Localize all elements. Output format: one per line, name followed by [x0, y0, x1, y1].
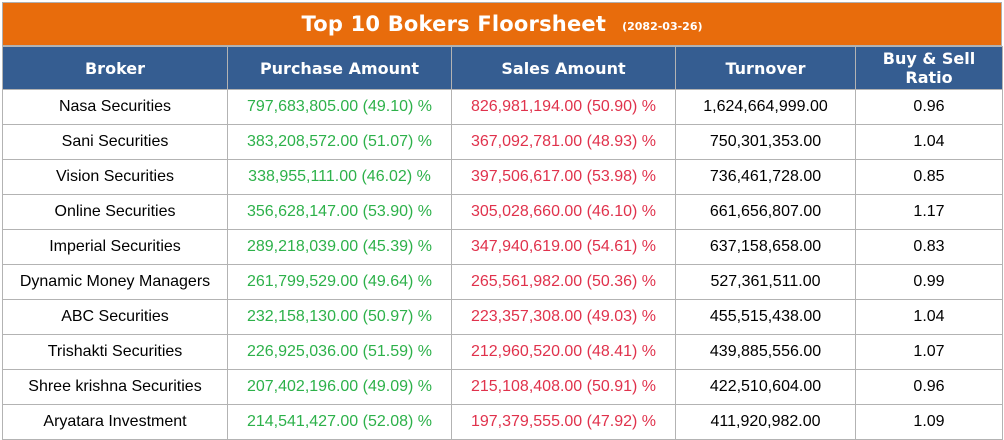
report-date: (2082-03-26): [622, 19, 703, 33]
ratio-cell: 0.83: [855, 229, 1003, 265]
broker-name-cell: Nasa Securities: [2, 89, 228, 125]
broker-name-cell: Imperial Securities: [2, 229, 228, 265]
column-header-purchase: Purchase Amount: [227, 46, 452, 90]
turnover-cell: 455,515,438.00: [675, 299, 856, 335]
ratio-cell: 0.85: [855, 159, 1003, 195]
table-row: Imperial Securities 289,218,039.00 (45.39…: [2, 229, 1003, 265]
table-row: Trishakti Securities 226,925,036.00 (51.5…: [2, 334, 1003, 370]
broker-name-cell: Dynamic Money Managers: [2, 264, 228, 300]
purchase-amount-cell: 207,402,196.00 (49.09) %: [227, 369, 452, 405]
turnover-cell: 439,885,556.00: [675, 334, 856, 370]
ratio-cell: 0.99: [855, 264, 1003, 300]
sales-amount-cell: 197,379,555.00 (47.92) %: [451, 404, 676, 440]
page-title: Top 10 Bokers Floorsheet: [301, 12, 607, 36]
broker-table: Broker Purchase Amount Sales Amount Turn…: [2, 46, 1003, 440]
purchase-amount-cell: 338,955,111.00 (46.02) %: [227, 159, 452, 195]
broker-name-cell: ABC Securities: [2, 299, 228, 335]
ratio-cell: 1.09: [855, 404, 1003, 440]
header-row: Broker Purchase Amount Sales Amount Turn…: [2, 46, 1003, 90]
purchase-amount-cell: 214,541,427.00 (52.08) %: [227, 404, 452, 440]
sales-amount-cell: 215,108,408.00 (50.91) %: [451, 369, 676, 405]
broker-name-cell: Shree krishna Securities: [2, 369, 228, 405]
ratio-cell: 1.04: [855, 299, 1003, 335]
purchase-amount-cell: 261,799,529.00 (49.64) %: [227, 264, 452, 300]
table-row: Aryatara Investment 214,541,427.00 (52.08…: [2, 404, 1003, 440]
turnover-cell: 750,301,353.00: [675, 124, 856, 160]
turnover-cell: 637,158,658.00: [675, 229, 856, 265]
turnover-cell: 527,361,511.00: [675, 264, 856, 300]
sales-amount-cell: 367,092,781.00 (48.93) %: [451, 124, 676, 160]
sales-amount-cell: 223,357,308.00 (49.03) %: [451, 299, 676, 335]
broker-name-cell: Online Securities: [2, 194, 228, 230]
broker-name-cell: Sani Securities: [2, 124, 228, 160]
ratio-cell: 1.07: [855, 334, 1003, 370]
column-header-sales: Sales Amount: [451, 46, 676, 90]
table-row: Shree krishna Securities 207,402,196.00 (…: [2, 369, 1003, 405]
purchase-amount-cell: 383,208,572.00 (51.07) %: [227, 124, 452, 160]
ratio-cell: 1.04: [855, 124, 1003, 160]
sales-amount-cell: 347,940,619.00 (54.61) %: [451, 229, 676, 265]
turnover-cell: 422,510,604.00: [675, 369, 856, 405]
table-row: Dynamic Money Managers 261,799,529.00 (49…: [2, 264, 1003, 300]
turnover-cell: 661,656,807.00: [675, 194, 856, 230]
column-header-broker: Broker: [2, 46, 228, 90]
ratio-cell: 0.96: [855, 89, 1003, 125]
ratio-cell: 1.17: [855, 194, 1003, 230]
broker-name-cell: Vision Securities: [2, 159, 228, 195]
sales-amount-cell: 265,561,982.00 (50.36) %: [451, 264, 676, 300]
table-row: Online Securities 356,628,147.00 (53.90) …: [2, 194, 1003, 230]
broker-name-cell: Trishakti Securities: [2, 334, 228, 370]
purchase-amount-cell: 797,683,805.00 (49.10) %: [227, 89, 452, 125]
table-row: Vision Securities 338,955,111.00 (46.02) …: [2, 159, 1003, 195]
sales-amount-cell: 826,981,194.00 (50.90) %: [451, 89, 676, 125]
sales-amount-cell: 212,960,520.00 (48.41) %: [451, 334, 676, 370]
purchase-amount-cell: 289,218,039.00 (45.39) %: [227, 229, 452, 265]
purchase-amount-cell: 226,925,036.00 (51.59) %: [227, 334, 452, 370]
table-row: Sani Securities 383,208,572.00 (51.07) % 3…: [2, 124, 1003, 160]
turnover-cell: 736,461,728.00: [675, 159, 856, 195]
turnover-cell: 1,624,664,999.00: [675, 89, 856, 125]
column-header-ratio: Buy & Sell Ratio: [855, 46, 1003, 90]
column-header-turnover: Turnover: [675, 46, 856, 90]
turnover-cell: 411,920,982.00: [675, 404, 856, 440]
sales-amount-cell: 305,028,660.00 (46.10) %: [451, 194, 676, 230]
sales-amount-cell: 397,506,617.00 (53.98) %: [451, 159, 676, 195]
purchase-amount-cell: 232,158,130.00 (50.97) %: [227, 299, 452, 335]
table-row: Nasa Securities 797,683,805.00 (49.10) % 8…: [2, 89, 1003, 125]
title-bar: Top 10 Bokers Floorsheet (2082-03-26): [2, 2, 1002, 46]
purchase-amount-cell: 356,628,147.00 (53.90) %: [227, 194, 452, 230]
broker-name-cell: Aryatara Investment: [2, 404, 228, 440]
table-row: ABC Securities 232,158,130.00 (50.97) % 22…: [2, 299, 1003, 335]
ratio-cell: 0.96: [855, 369, 1003, 405]
